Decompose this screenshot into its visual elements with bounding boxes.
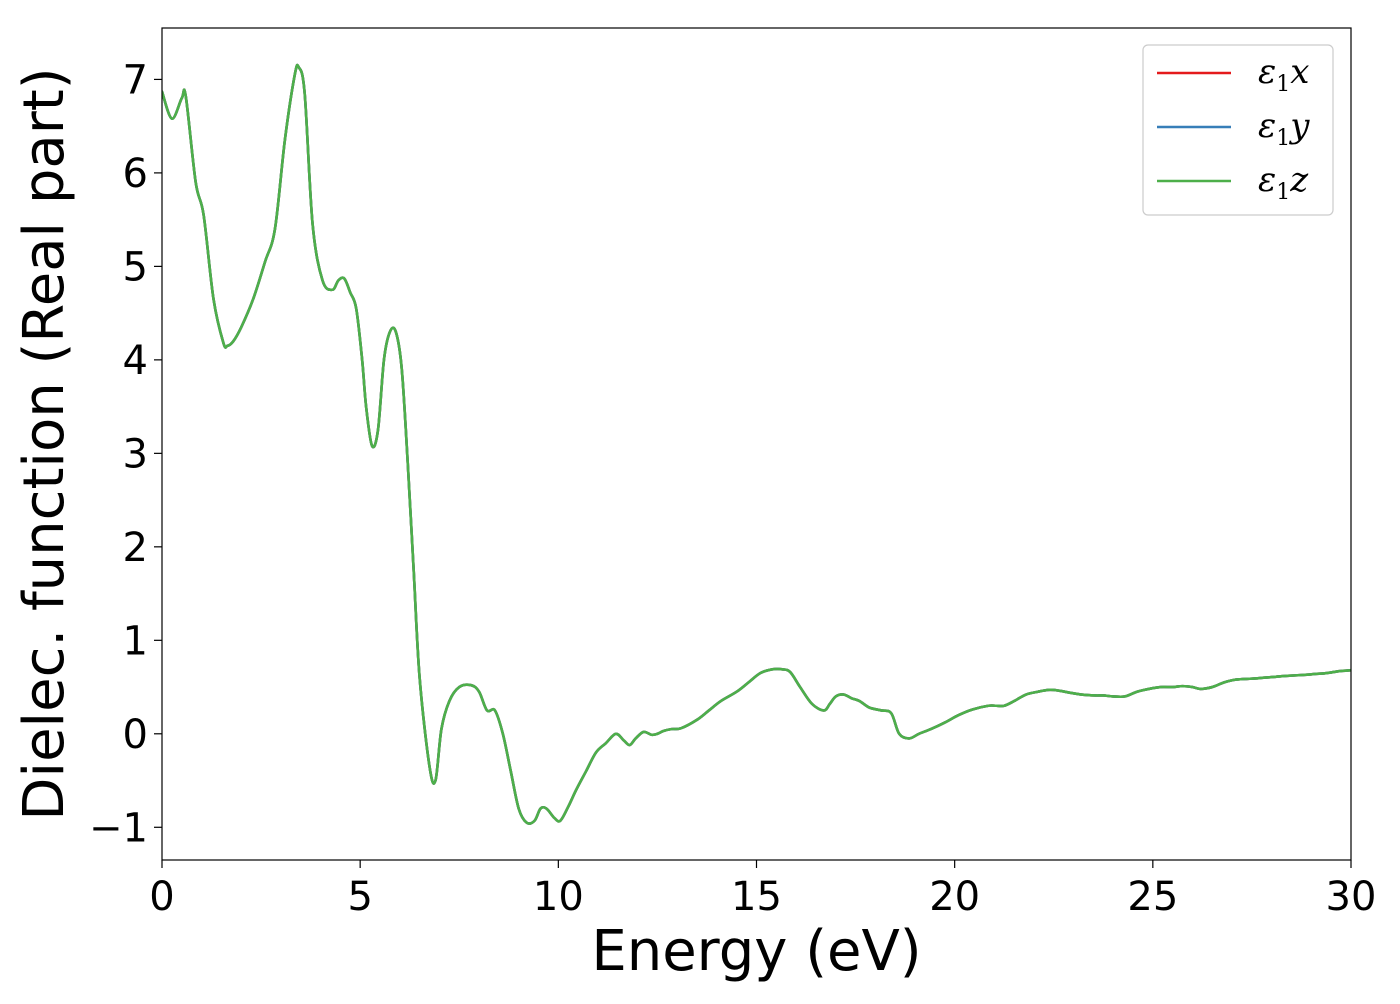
y-axis: −1 0 1 2 3 4 5 6 7 (89, 57, 162, 851)
x-tick-label: 10 (533, 874, 584, 920)
y-tick-label: 5 (123, 244, 148, 290)
series-layer (162, 63, 1351, 825)
y-tick-label: 6 (123, 151, 148, 197)
legend-epsilon: ε (1258, 160, 1276, 200)
y-tick-label: 3 (123, 431, 148, 477)
y-tick-label: 1 (123, 618, 148, 664)
legend-epsilon: ε (1258, 52, 1276, 92)
legend-component: y (1288, 106, 1310, 146)
y-tick-label: −1 (89, 805, 148, 851)
x-axis-title: Energy (eV) (591, 919, 921, 984)
legend-epsilon: ε (1258, 106, 1276, 146)
legend-label-y: ε1y (1258, 106, 1310, 151)
series-line-z (162, 63, 1351, 825)
y-tick-label: 2 (123, 525, 148, 571)
x-tick-label: 20 (929, 874, 980, 920)
x-tick-label: 25 (1127, 874, 1178, 920)
y-tick-label: 0 (123, 712, 148, 758)
x-axis: 0 5 10 15 20 25 30 (149, 860, 1376, 920)
x-tick-label: 0 (149, 874, 174, 920)
legend-component: z (1289, 160, 1309, 200)
y-axis-title: Dielec. function (Real part) (12, 67, 77, 820)
y-tick-label: 7 (123, 57, 148, 103)
legend-label-z: ε1z (1258, 160, 1309, 205)
legend-box (1142, 44, 1334, 216)
legend-component: x (1290, 52, 1309, 92)
legend-subscript: 1 (1276, 180, 1290, 205)
legend-subscript: 1 (1276, 126, 1290, 151)
x-tick-label: 15 (731, 874, 782, 920)
legend-label-x: ε1x (1258, 52, 1309, 97)
y-tick-label: 4 (123, 338, 148, 384)
x-tick-label: 30 (1326, 874, 1377, 920)
legend-subscript: 1 (1276, 72, 1290, 97)
x-tick-label: 5 (347, 874, 372, 920)
